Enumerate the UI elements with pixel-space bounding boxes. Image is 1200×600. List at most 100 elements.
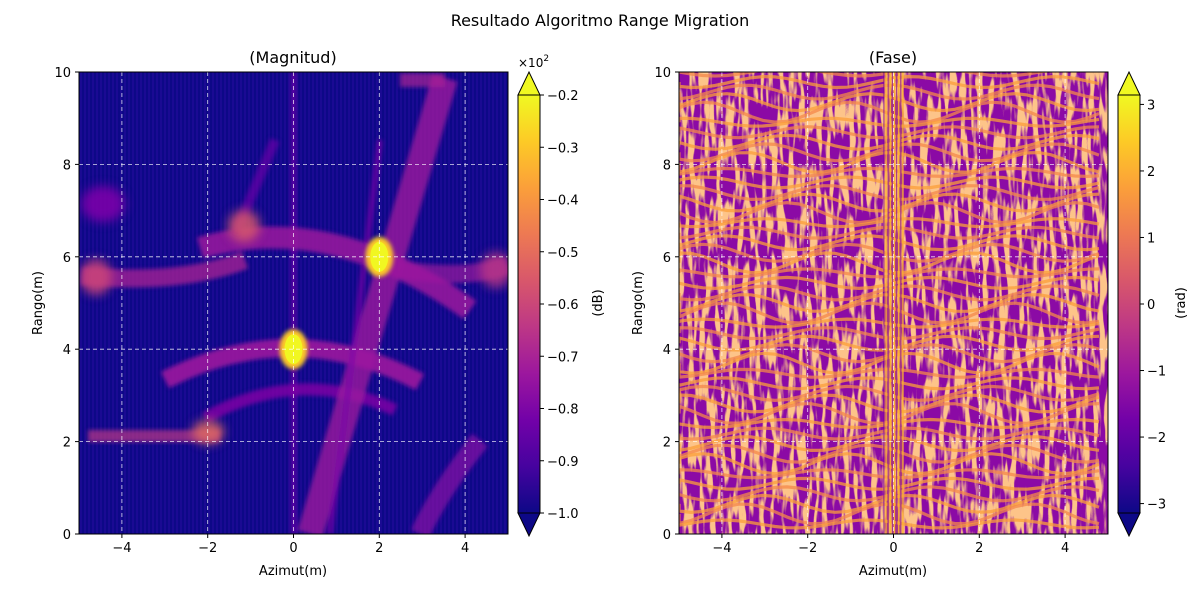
colorbar-tick-label: −3 bbox=[1147, 498, 1166, 513]
phase-fringe bbox=[679, 175, 1100, 190]
phase-fringe bbox=[679, 251, 1100, 275]
colorbar-tick-label: −0.6 bbox=[547, 298, 579, 313]
magnitude-arc bbox=[202, 383, 398, 424]
phase-fringe bbox=[679, 402, 1100, 425]
phase-fringe bbox=[679, 485, 1100, 503]
magnitude-colorbar-label: (dB) bbox=[591, 289, 606, 316]
magnitude-colorbar-multiplier: ×102 bbox=[518, 54, 549, 70]
phase-x-ticks: −4 −2 0 2 4 bbox=[712, 534, 1069, 556]
phase-fringe bbox=[679, 493, 1100, 515]
x-tick-label: −2 bbox=[198, 541, 217, 556]
colorbar-tick-label: −0.3 bbox=[547, 141, 579, 156]
phase-colorbar-label: (rad) bbox=[1174, 287, 1189, 319]
magnitude-colorbar-extend-top bbox=[517, 70, 541, 96]
phase-fringe bbox=[679, 166, 1100, 179]
x-tick-label: −2 bbox=[798, 541, 817, 556]
phase-fringe bbox=[679, 91, 1100, 113]
phase-fringe bbox=[679, 384, 1100, 403]
y-tick-label: 10 bbox=[654, 66, 671, 81]
x-tick-label: 2 bbox=[975, 541, 983, 556]
phase-fringe bbox=[679, 476, 1100, 491]
y-tick-label: 6 bbox=[63, 251, 71, 266]
phase-fringe bbox=[679, 293, 1100, 313]
phase-fringe bbox=[679, 217, 1100, 229]
phase-fringe bbox=[679, 142, 1100, 163]
phase-panel: (Fase) −4 −2 0 2 4 0 2 4 6 8 10 Azimut(m) Rango(m… bbox=[631, 48, 1189, 579]
x-tick-label: 0 bbox=[889, 541, 897, 556]
phase-fringe bbox=[679, 275, 1100, 291]
x-tick-label: −4 bbox=[712, 541, 731, 556]
phase-fringe bbox=[679, 334, 1100, 352]
y-tick-label: 4 bbox=[663, 343, 671, 358]
phase-fringe bbox=[679, 351, 1100, 375]
y-tick-label: 0 bbox=[663, 528, 671, 543]
phase-fringe bbox=[679, 74, 1100, 90]
phase-fringe bbox=[679, 242, 1100, 263]
phase-colorbar-extend-bottom bbox=[1117, 512, 1141, 538]
phase-fringe bbox=[679, 267, 1100, 279]
colorbar-tick-label: −0.4 bbox=[547, 194, 579, 209]
phase-colorbar: −3 −2 −1 0 1 2 3 (rad) bbox=[1117, 70, 1189, 538]
x-tick-label: 2 bbox=[375, 541, 383, 556]
phase-fringe bbox=[679, 393, 1100, 414]
y-tick-label: 8 bbox=[663, 158, 671, 173]
phase-fringe bbox=[679, 452, 1100, 476]
magnitude-image bbox=[79, 72, 508, 534]
phase-fringe bbox=[679, 518, 1100, 530]
colorbar-tick-label: 2 bbox=[1147, 165, 1155, 180]
magnitude-glow bbox=[228, 210, 260, 242]
colorbar-tick-label: −0.2 bbox=[547, 89, 579, 104]
y-tick-label: 8 bbox=[63, 158, 71, 173]
colorbar-tick-label: −0.9 bbox=[547, 455, 579, 470]
magnitude-arc bbox=[196, 226, 477, 319]
colorbar-tick-label: 3 bbox=[1147, 98, 1155, 113]
colorbar-tick-label: −1 bbox=[1147, 365, 1166, 380]
phase-fringe bbox=[679, 301, 1100, 325]
figure-suptitle: Resultado Algoritmo Range Migration bbox=[451, 11, 750, 30]
phase-fringe bbox=[679, 317, 1100, 329]
target-peak bbox=[284, 334, 303, 365]
magnitude-glow bbox=[81, 186, 125, 222]
phase-fringe bbox=[679, 426, 1100, 441]
phase-colorbar-extend-top bbox=[1117, 70, 1141, 96]
colorbar-tick-label: −1.0 bbox=[547, 507, 579, 522]
phase-fringe bbox=[679, 200, 1100, 225]
x-tick-label: 4 bbox=[1061, 541, 1069, 556]
phase-fringe bbox=[679, 343, 1100, 364]
magnitude-colorbar: −1.0 −0.9 −0.8 −0.7 −0.6 −0.5 −0.4 −0.3 −0.2 ×10… bbox=[517, 54, 606, 538]
phase-fringe bbox=[679, 125, 1100, 140]
magnitude-title: (Magnitud) bbox=[249, 48, 336, 67]
phase-fringe bbox=[679, 100, 1100, 124]
phase-colorbar-gradient bbox=[1117, 94, 1141, 514]
phase-ylabel: Rango(m) bbox=[631, 271, 646, 335]
magnitude-diagonal bbox=[327, 139, 383, 534]
phase-fringe bbox=[679, 284, 1100, 302]
phase-fringe bbox=[679, 184, 1100, 202]
y-tick-label: 2 bbox=[63, 436, 71, 451]
y-tick-label: 10 bbox=[54, 66, 71, 81]
magnitude-glow bbox=[480, 252, 508, 288]
magnitude-colorbar-extend-bottom bbox=[517, 512, 541, 538]
colorbar-tick-label: −0.7 bbox=[547, 350, 579, 365]
magnitude-diagonal bbox=[297, 74, 458, 534]
phase-fringe bbox=[679, 192, 1100, 213]
magnitude-diagonal bbox=[410, 433, 488, 534]
phase-fringe bbox=[679, 83, 1100, 101]
phase-y-ticks: 0 2 4 6 8 10 bbox=[654, 66, 679, 543]
y-tick-label: 6 bbox=[663, 251, 671, 266]
magnitude-x-ticks: −4 −2 0 2 4 bbox=[112, 534, 469, 556]
colorbar-tick-label: −0.5 bbox=[547, 246, 579, 261]
magnitude-glow bbox=[80, 259, 112, 295]
phase-xlabel: Azimut(m) bbox=[859, 564, 927, 579]
phase-fringe bbox=[679, 326, 1100, 341]
phase-fringe bbox=[679, 417, 1100, 430]
magnitude-colorbar-ticks: −1.0 −0.9 −0.8 −0.7 −0.6 −0.5 −0.4 −0.3 −0.2 bbox=[540, 89, 579, 522]
y-tick-label: 4 bbox=[63, 343, 71, 358]
phase-title: (Fase) bbox=[869, 48, 917, 67]
phase-center-band bbox=[884, 72, 904, 534]
phase-colorbar-ticks: −3 −2 −1 0 1 2 3 bbox=[1140, 98, 1166, 513]
phase-fringe bbox=[679, 468, 1100, 480]
phase-fringe bbox=[679, 225, 1100, 240]
phase-fringe bbox=[679, 133, 1100, 151]
